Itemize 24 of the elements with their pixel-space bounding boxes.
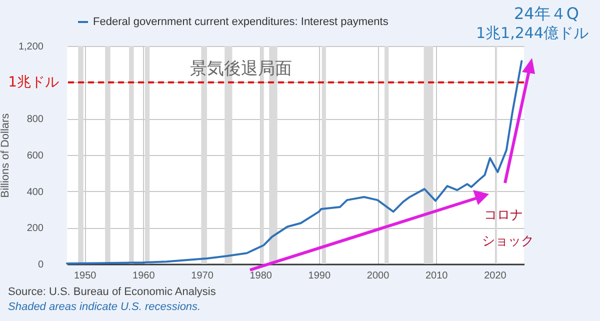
text: 24年４Q [514,4,579,25]
source-note: Source: U.S. Bureau of Economic Analysis [8,286,216,298]
annotation: コロナ [484,207,523,224]
x-tick-label: 1950 [74,270,97,282]
y-tick-label: 600 [26,150,44,162]
y-tick-label: 0 [38,260,44,270]
ref-line-label: 1兆ドル [8,74,59,90]
y-tick-label: 800 [26,114,44,126]
x-tick-label: 2000 [366,270,390,282]
legend-label: Federal government current expenditures: Interest payments [93,16,389,28]
x-tick-label: 2010 [425,270,448,282]
x-tick-label: 1970 [191,270,214,282]
x-tick-label: 1960 [132,270,156,282]
x-tick-label: 1980 [250,270,272,282]
x-tick-label: 2020 [484,270,507,282]
annotation: ショック [482,233,534,250]
y-tick-label: 200 [26,223,44,234]
y-tick-label: 400 [26,186,44,198]
y-tick-label: 1,200 [18,42,44,52]
annotation: 景気後退局面 [190,58,292,80]
y-axis-title: Billions of Dollars [0,112,12,198]
x-tick-label: 1990 [308,270,331,282]
text: 1兆1,244億ドル [476,24,588,43]
text: Shaded areas indicate U.S. recessions. [8,301,201,313]
